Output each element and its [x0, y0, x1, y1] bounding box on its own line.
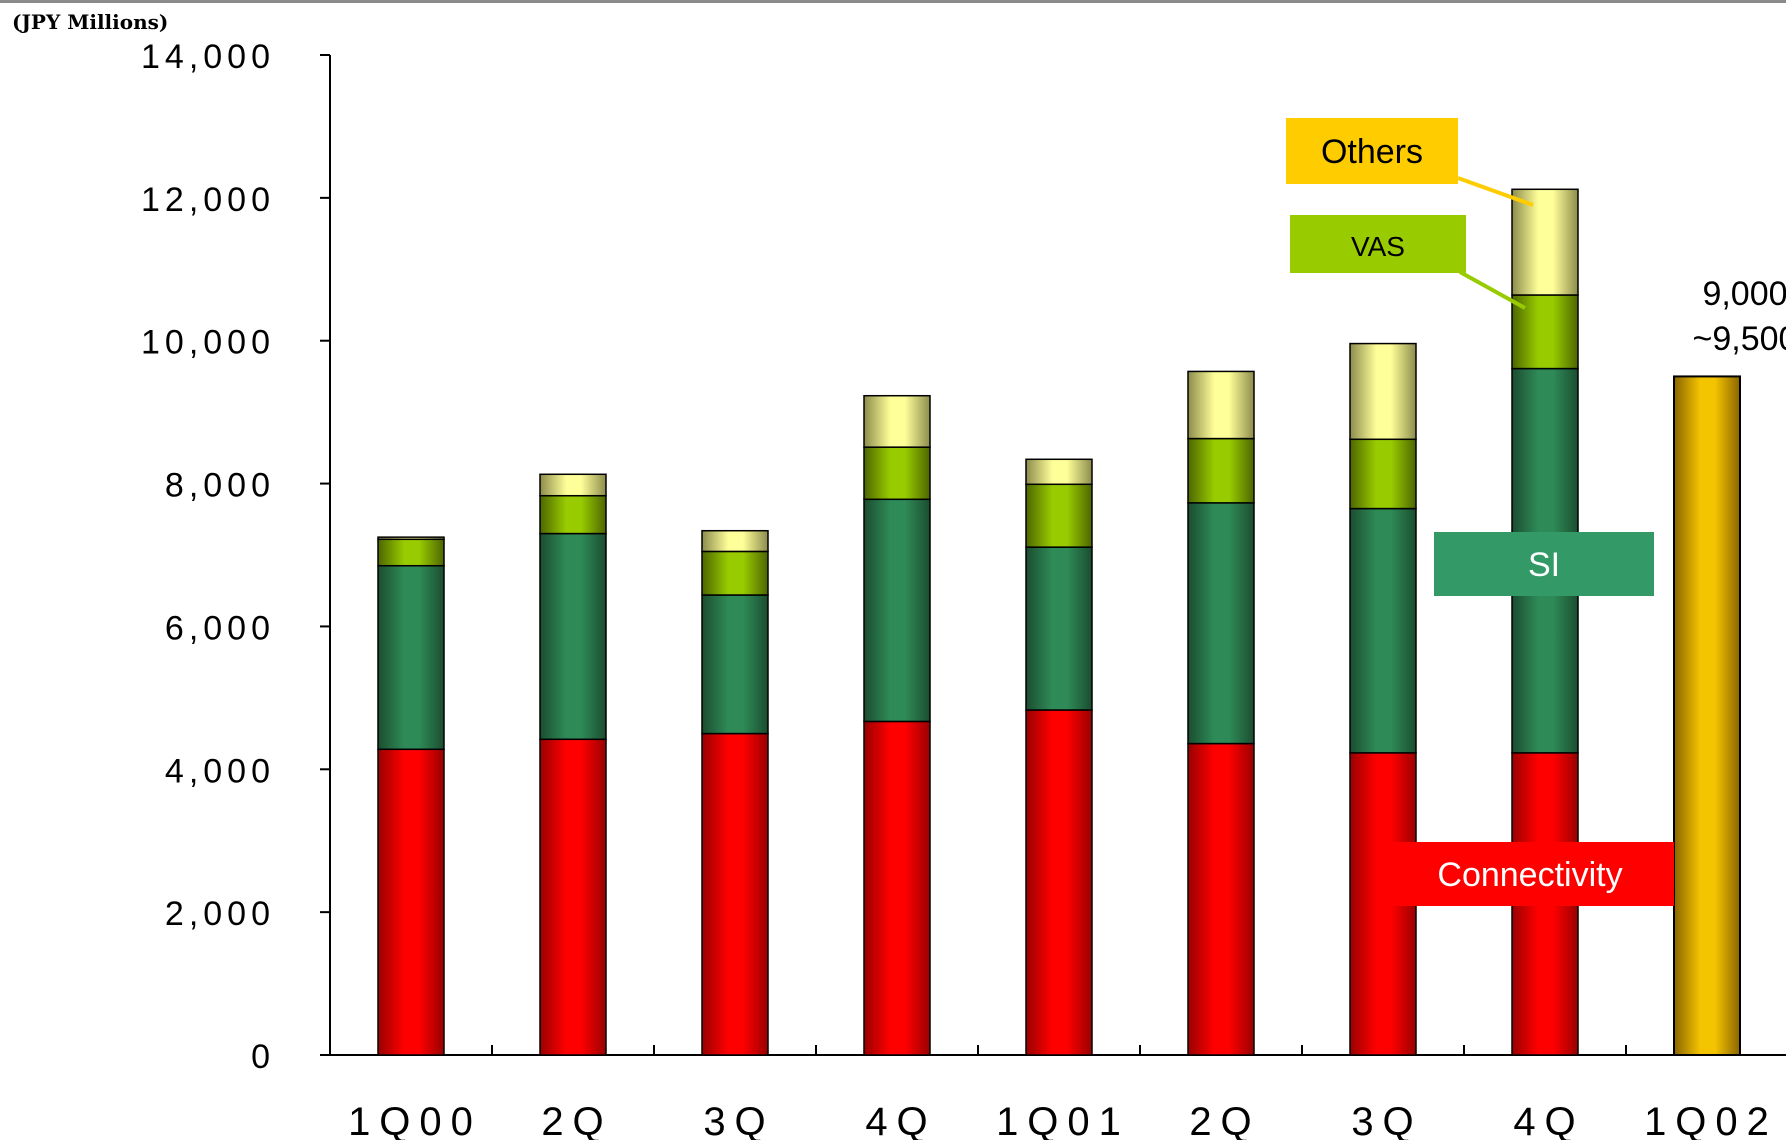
- bar-segment-connectivity: [863, 720, 931, 1056]
- bar-segment-others: [701, 529, 769, 553]
- legend-connectivity-box: [1386, 842, 1674, 906]
- x-tick-label: 2Q: [541, 1100, 612, 1140]
- y-tick-label: 8,000: [165, 467, 275, 505]
- bar-0: 1Q00: [348, 536, 482, 1140]
- x-tick-label: 1Q01: [996, 1100, 1130, 1140]
- others-leader-line: [1457, 176, 1534, 207]
- legend-vas: VAS: [1290, 215, 1466, 273]
- bar-4: 1Q01: [996, 458, 1130, 1140]
- bar-segment-vas: [1025, 483, 1093, 548]
- bar-segment-others: [377, 536, 445, 541]
- bar-segment-si: [1349, 507, 1417, 754]
- bar-segment-connectivity: [701, 732, 769, 1056]
- bar-segment-vas: [377, 538, 445, 567]
- x-tick-label: 2Q: [1189, 1100, 1260, 1140]
- x-tick-label: 3Q: [703, 1100, 774, 1140]
- bar-segment-vas: [863, 446, 931, 501]
- legend-labels: Others VAS SI Connectivity: [1286, 118, 1674, 906]
- bar-7: 4Q: [1511, 188, 1584, 1140]
- bar-segment-si: [1025, 546, 1093, 711]
- bar-segment-vas: [1349, 438, 1417, 510]
- bar-segment-others: [863, 394, 931, 448]
- bar-segment-connectivity: [1187, 742, 1255, 1056]
- bar-segment-connectivity: [377, 748, 445, 1056]
- y-tick-label: 2,000: [165, 895, 275, 933]
- bar-segment-vas: [701, 550, 769, 596]
- legend-others-box: [1286, 118, 1458, 184]
- bar-segment-connectivity: [539, 738, 607, 1056]
- bar-segment-others: [1025, 458, 1093, 486]
- legend-others-text: Others: [1321, 133, 1423, 171]
- bar-segment-si: [539, 532, 607, 741]
- x-tick-label: 1Q00: [348, 1100, 482, 1140]
- y-tick-label: 14,000: [141, 38, 275, 76]
- bar-5: 2Q: [1187, 370, 1260, 1140]
- legend-connectivity-text: Connectivity: [1437, 856, 1622, 894]
- bar-8: 1Q02: [1644, 375, 1778, 1140]
- bar-segment-others: [1511, 188, 1579, 296]
- bar-6: 3Q: [1349, 342, 1422, 1140]
- bar-segment-connectivity: [1025, 709, 1093, 1056]
- bar-segment-others: [539, 473, 607, 497]
- y-tick-label: 0: [251, 1038, 275, 1076]
- bar-segment-others: [1187, 370, 1255, 440]
- y-tick-label: 10,000: [141, 324, 275, 362]
- x-tick-label: 3Q: [1351, 1100, 1422, 1140]
- x-tick-label: 1Q02: [1644, 1100, 1778, 1140]
- bar-3: 4Q: [863, 394, 936, 1140]
- bars: 1Q00 2Q 3Q 4Q 1Q01 2Q 3Q 4Q 1Q02: [348, 188, 1778, 1140]
- bar-segment-vas: [539, 494, 607, 535]
- legend-si-text: SI: [1528, 546, 1560, 584]
- bar-segment-si: [701, 594, 769, 735]
- legend-si: SI: [1434, 532, 1654, 596]
- vas-leader-line: [1459, 270, 1526, 310]
- bar-segment-si: [863, 498, 931, 723]
- forecast-bar: [1673, 375, 1741, 1056]
- forecast-label-line2: ~9,500: [1693, 320, 1786, 358]
- callouts: 9,000 ~9,500: [1693, 275, 1786, 358]
- bar-1: 2Q: [539, 473, 612, 1140]
- legend-si-box: [1434, 532, 1654, 596]
- y-tick-label: 6,000: [165, 609, 275, 647]
- top-rule: [0, 0, 1786, 3]
- legend-connectivity: Connectivity: [1386, 842, 1674, 906]
- x-tick-label: 4Q: [1513, 1100, 1584, 1140]
- forecast-label-line1: 9,000: [1702, 275, 1786, 313]
- bar-2: 3Q: [701, 529, 774, 1140]
- x-tick-label: 4Q: [865, 1100, 936, 1140]
- legend-vas-box: [1290, 215, 1466, 273]
- legend-vas-text: VAS: [1351, 231, 1405, 262]
- bar-segment-si: [1187, 502, 1255, 745]
- bar-segment-si: [377, 564, 445, 751]
- legend-others: Others: [1286, 118, 1458, 184]
- y-tick-label: 4,000: [165, 752, 275, 790]
- y-unit-label: (JPY Millions): [12, 10, 169, 34]
- bar-segment-vas: [1187, 437, 1255, 504]
- y-tick-label: 12,000: [141, 181, 275, 219]
- bar-segment-others: [1349, 342, 1417, 441]
